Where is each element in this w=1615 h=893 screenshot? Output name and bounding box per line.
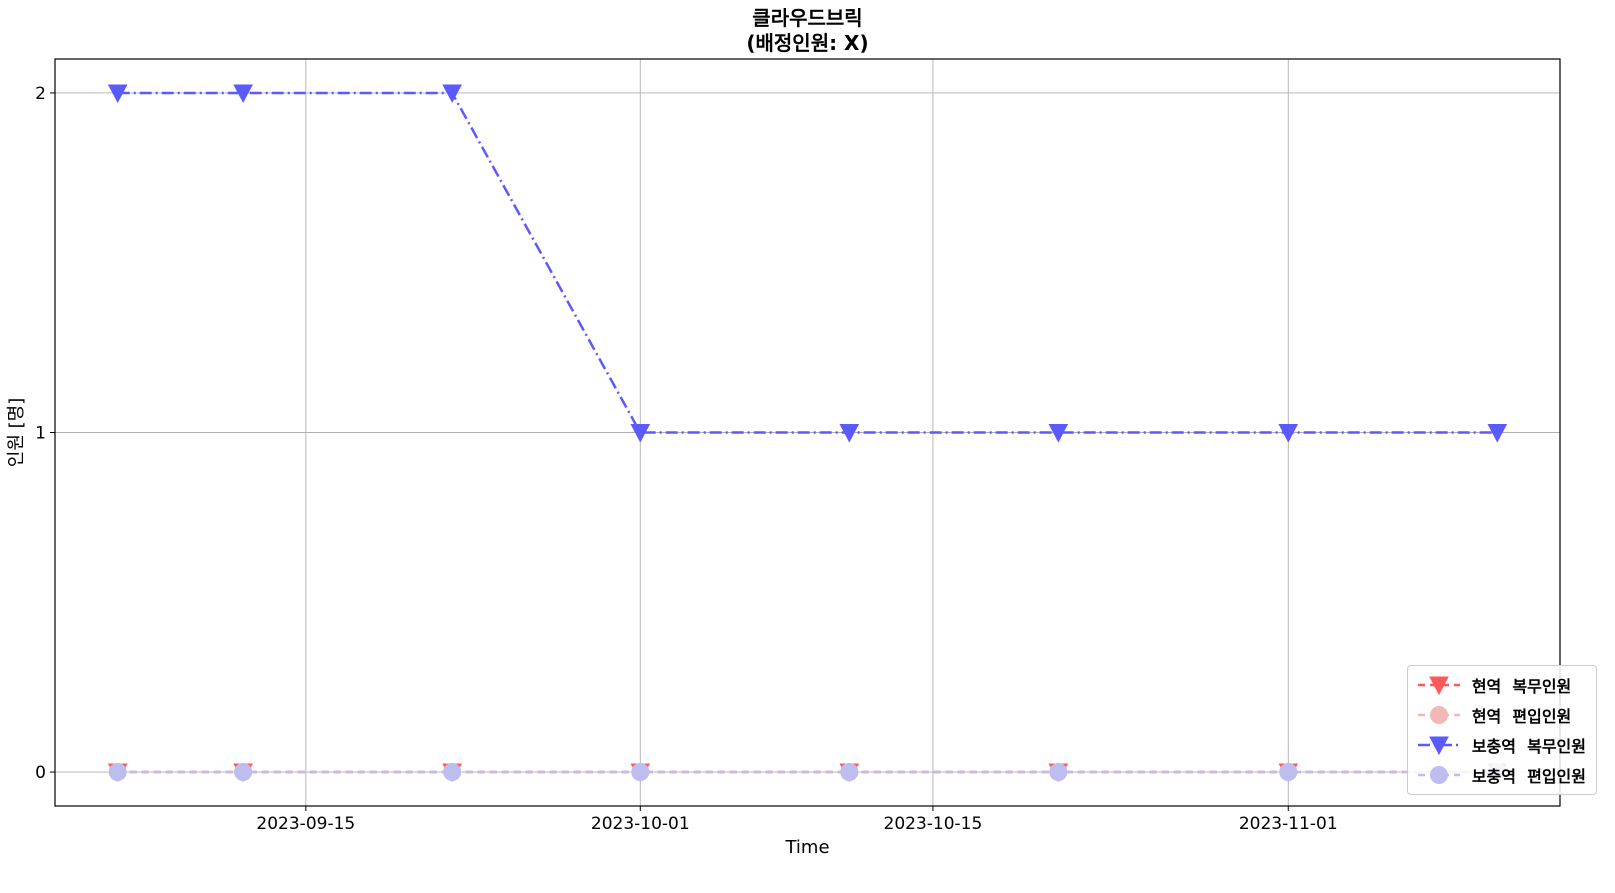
legend-marker [1428, 676, 1449, 696]
x-tick-label: 2023-11-01 [1239, 814, 1338, 834]
series-line [117, 91, 1498, 434]
legend-swatch [1417, 706, 1460, 724]
legend-item: 현역 복무인원 [1416, 670, 1586, 700]
y-tick-label: 2 [35, 84, 46, 104]
x-tick-label: 2023-10-01 [591, 814, 690, 834]
data-point [839, 424, 860, 443]
data-point [1278, 424, 1299, 443]
y-tick-label: 1 [35, 424, 46, 444]
data-point [1487, 424, 1508, 443]
data-point [840, 763, 859, 782]
legend-swatch [1417, 766, 1460, 784]
data-point [1049, 763, 1068, 782]
series-3 [107, 84, 1508, 443]
legend-marker [1429, 706, 1448, 724]
data-point [1048, 424, 1069, 443]
data-point [442, 84, 462, 104]
chart-subtitle: (배정인원: X) [746, 31, 869, 55]
data-point [107, 84, 128, 104]
data-point [108, 763, 127, 782]
data-point [234, 763, 253, 782]
legend-label: 현역 편입인원 [1471, 707, 1572, 726]
chart-title: 클라우드브릭 [752, 6, 863, 30]
data-point [1279, 763, 1298, 782]
legend-label: 보충역 복무인원 [1471, 737, 1586, 756]
y-tick-label: 0 [35, 763, 46, 783]
legend-swatch [1417, 736, 1460, 756]
data-point [631, 763, 650, 782]
legend-item: 현역 편입인원 [1416, 700, 1586, 730]
legend-marker [1429, 766, 1448, 784]
y-axis-label: 인원 [명] [6, 398, 27, 467]
data-point [630, 424, 651, 443]
legend-swatch [1417, 676, 1460, 696]
legend-item: 보충역 복무인원 [1416, 730, 1586, 760]
legend-item: 보충역 편입인원 [1416, 760, 1586, 790]
series-layer [107, 84, 1508, 783]
legend-marker [1428, 736, 1449, 756]
x-tick-label: 2023-09-15 [256, 814, 355, 834]
tick-layer: 2023-09-15 2023-10-01 2023-10-15 2023-11-01… [35, 84, 1337, 834]
data-point [443, 763, 462, 782]
legend-label: 현역 복무인원 [1471, 677, 1572, 696]
x-axis-label: Time [784, 837, 829, 858]
data-point [233, 84, 253, 104]
legend-label: 보충역 편입인원 [1471, 767, 1586, 786]
x-tick-label: 2023-10-15 [884, 814, 983, 834]
